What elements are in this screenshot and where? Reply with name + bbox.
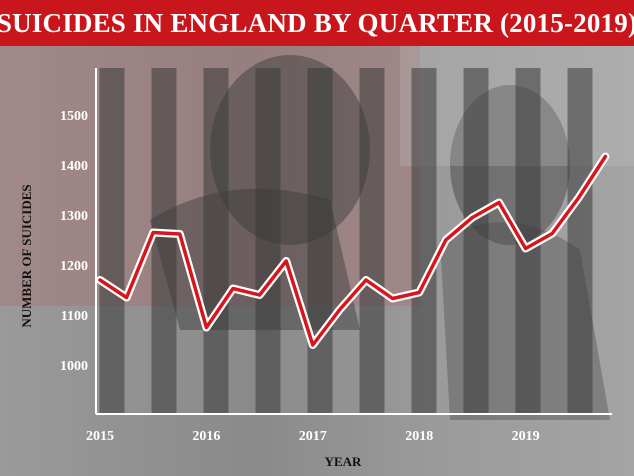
y-tick-label: 1400 — [60, 159, 88, 174]
column-band — [463, 68, 489, 414]
axes — [95, 68, 612, 415]
x-tick-label: 2017 — [299, 429, 327, 444]
x-tick-label: 2015 — [86, 429, 114, 444]
title-bar: SUICIDES IN ENGLAND BY QUARTER (2015-201… — [0, 0, 634, 46]
column-band — [99, 68, 125, 414]
x-axis-title: YEAR — [325, 454, 362, 469]
x-tick-labels: 2015 2016 2017 2018 2019 — [86, 429, 540, 444]
x-tick-label: 2018 — [405, 429, 433, 444]
column-bands — [99, 68, 593, 414]
y-axis-title: NUMBER OF SUICIDES — [19, 184, 34, 327]
y-tick-label: 1000 — [60, 359, 88, 374]
x-tick-label: 2016 — [192, 429, 220, 444]
column-band — [307, 68, 333, 414]
column-band — [151, 68, 177, 414]
column-band — [567, 68, 593, 414]
column-band — [203, 68, 229, 414]
series — [96, 152, 610, 349]
x-tick-label: 2019 — [512, 429, 540, 444]
y-tick-labels: 1000 1100 1200 1300 1400 1500 — [60, 109, 88, 374]
chart-title: SUICIDES IN ENGLAND BY QUARTER (2015-201… — [0, 7, 634, 38]
y-tick-label: 1200 — [60, 259, 88, 274]
column-band — [411, 68, 437, 414]
y-tick-label: 1300 — [60, 209, 88, 224]
y-tick-label: 1100 — [61, 309, 88, 324]
column-band — [255, 68, 281, 414]
series-line — [98, 154, 608, 347]
column-band — [359, 68, 385, 414]
y-tick-label: 1500 — [60, 109, 88, 124]
